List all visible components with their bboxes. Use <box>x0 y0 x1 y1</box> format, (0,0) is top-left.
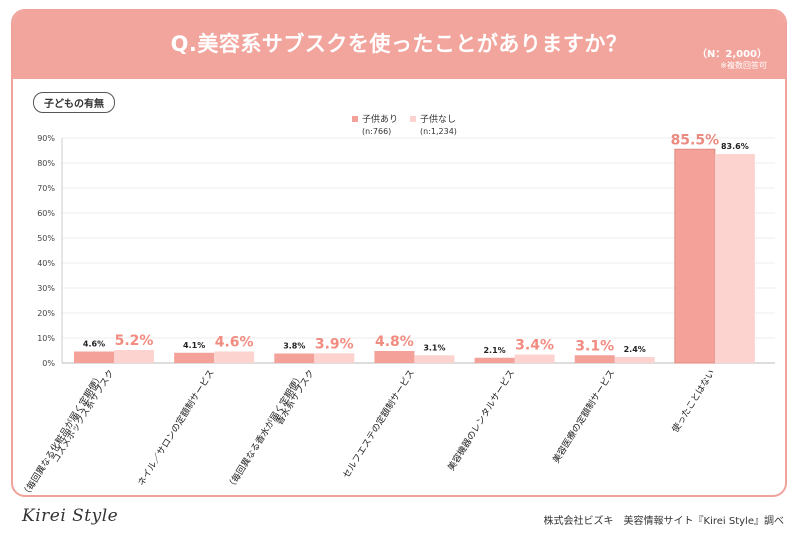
sample-size-label: （N：2,000） <box>697 49 767 60</box>
segment-tag: 子どもの有無 <box>33 92 115 113</box>
data-label: 3.1% <box>575 338 614 354</box>
data-label: 4.8% <box>375 334 414 350</box>
category-label: （毎回異なる化粧品が届く定期便） <box>19 371 105 499</box>
bar <box>714 154 755 363</box>
chart-card: Q.美容系サブスクを使ったことがありますか？ （N：2,000） ※複数回答可 … <box>11 9 787 497</box>
category-label: ネイル／サロンの定額制サービス <box>135 367 217 488</box>
y-tick-label: 80% <box>37 159 55 168</box>
category-label: セルフエステの定額制サービス <box>340 367 417 480</box>
legend-n: (n:766) <box>362 127 391 136</box>
brand-logo: Kirei Style <box>22 506 119 526</box>
bar <box>614 357 655 363</box>
bar <box>114 350 154 363</box>
category-label: （毎回異なる香水が届く定期便） <box>224 371 306 492</box>
data-label: 2.4% <box>624 345 646 354</box>
title-banner: Q.美容系サブスクを使ったことがありますか？ （N：2,000） ※複数回答可 <box>13 11 785 79</box>
y-tick-label: 60% <box>37 209 55 218</box>
legend-swatch <box>410 116 416 122</box>
bar <box>314 353 355 363</box>
bar <box>214 351 255 363</box>
bar <box>574 355 615 363</box>
y-tick-label: 10% <box>37 334 55 343</box>
bar <box>674 148 716 364</box>
bar <box>74 351 114 363</box>
bar <box>274 353 315 363</box>
data-label: 3.9% <box>315 336 354 352</box>
data-label: 3.1% <box>423 343 445 352</box>
category-label: 使ったことはない <box>669 367 717 434</box>
data-label: 5.2% <box>115 333 154 349</box>
y-tick-label: 0% <box>42 359 55 368</box>
y-tick-label: 90% <box>37 134 55 143</box>
category-label: 美容機器のレンタルサービス <box>445 367 517 473</box>
legend-swatch <box>352 116 358 122</box>
category-label: 美容医療の定額制サービス <box>550 367 617 465</box>
data-label: 4.1% <box>183 341 205 350</box>
bar <box>514 354 555 363</box>
source-credit: 株式会社ビズキ 美容情報サイト『Kirei Style』調べ <box>543 516 784 527</box>
y-tick-label: 50% <box>37 234 55 243</box>
data-label: 4.6% <box>215 335 254 351</box>
legend-label: 子供あり <box>362 113 398 125</box>
bar <box>474 357 515 363</box>
legend-label: 子供なし <box>420 113 456 125</box>
data-label: 83.6% <box>721 142 749 151</box>
legend-n: (n:1,234) <box>420 127 457 136</box>
bar <box>374 351 415 363</box>
y-tick-label: 70% <box>37 184 55 193</box>
data-label: 3.4% <box>515 338 554 354</box>
multiple-answer-note: ※複数回答可 <box>720 61 767 70</box>
chart-title: Q.美容系サブスクを使ったことがありますか？ <box>170 32 628 56</box>
data-label: 2.1% <box>483 346 505 355</box>
data-label: 3.8% <box>283 342 305 351</box>
y-tick-label: 30% <box>37 284 55 293</box>
data-label: 85.5% <box>671 132 720 148</box>
data-label: 4.6% <box>83 340 105 349</box>
y-tick-label: 20% <box>37 309 55 318</box>
bar <box>174 352 215 363</box>
y-tick-label: 40% <box>37 259 55 268</box>
bar <box>414 355 455 363</box>
